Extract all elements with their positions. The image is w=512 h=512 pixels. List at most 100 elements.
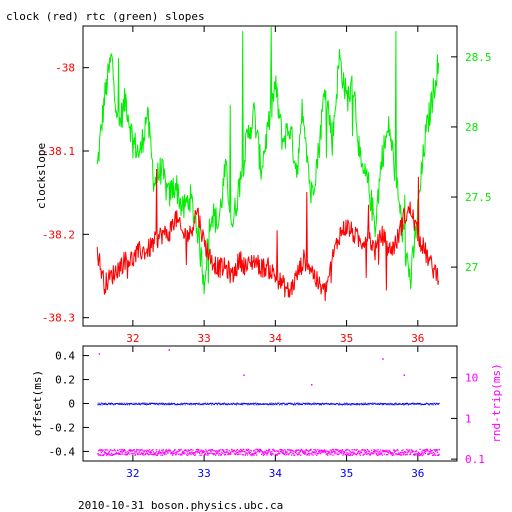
rnd-trip-point (413, 453, 415, 455)
rnd-trip-point (116, 453, 118, 455)
offset-point (405, 402, 407, 404)
rnd-trip-point (263, 453, 265, 455)
offset-point (290, 403, 292, 405)
offset-point (137, 403, 139, 405)
rnd-trip-point (327, 450, 330, 453)
offset-point (366, 404, 368, 406)
offset-point (330, 403, 332, 405)
rnd-trip-point (106, 453, 109, 455)
offset-point (99, 402, 101, 404)
offset-point (361, 402, 363, 404)
offset-point (240, 402, 242, 404)
rnd-trip-point (354, 449, 356, 451)
rnd-trip-point (359, 454, 362, 456)
offset-point (318, 403, 320, 405)
rnd-trip-point (386, 451, 389, 453)
offset-point (432, 404, 434, 406)
rnd-trip-point (397, 449, 399, 452)
rnd-trip-point (423, 449, 425, 452)
rnd-trip-point (158, 450, 160, 453)
rnd-trip-point (129, 453, 131, 455)
rnd-trip-point (291, 454, 293, 456)
offset-point (320, 403, 322, 405)
series-layer (96, 26, 441, 457)
rnd-trip-point (120, 453, 122, 455)
rnd-trip-point (219, 449, 221, 451)
offset-point (180, 402, 182, 404)
offset-point (235, 403, 237, 405)
rnd-trip-point (200, 449, 202, 451)
offset-point (355, 404, 357, 406)
rnd-trip-point (359, 452, 361, 455)
offset-point (181, 403, 183, 405)
rnd-trip-point (196, 451, 198, 453)
offset-point (275, 402, 277, 404)
rnd-trip-point (125, 452, 127, 454)
rnd-trip-point (211, 449, 214, 451)
offset-point (168, 404, 170, 406)
offset-point (205, 402, 207, 404)
rnd-trip-point (182, 451, 184, 454)
offset-point (181, 404, 183, 406)
rnd-trip-point (280, 450, 282, 452)
offset-point (127, 404, 129, 406)
rnd-trip-point (409, 453, 412, 455)
rnd-trip-point (365, 452, 367, 454)
offset-point (145, 403, 147, 405)
offset-point (413, 402, 415, 404)
rnd-trip-point (299, 449, 301, 452)
offset-point (357, 403, 359, 405)
rnd-trip-point (255, 448, 257, 451)
offset-point (361, 404, 363, 406)
rnd-trip-point (352, 451, 354, 453)
rnd-trip-point (260, 449, 262, 452)
rnd-trip-point (159, 451, 162, 454)
rnd-trip-point (341, 452, 343, 454)
rnd-trip-point (332, 454, 334, 456)
rnd-trip-point (358, 450, 360, 452)
rnd-trip-point (197, 451, 199, 454)
y-tick-label: -38 (55, 62, 75, 75)
rnd-trip-point (171, 453, 174, 455)
rnd-trip-point (392, 449, 395, 451)
offset-point (157, 403, 159, 405)
rnd-trip-point (130, 449, 132, 451)
offset-point (144, 403, 146, 405)
offset-point (420, 403, 422, 405)
offset-point (184, 402, 186, 404)
rnd-trip-point (155, 449, 158, 451)
rnd-trip-point (338, 453, 340, 455)
offset-point (119, 404, 121, 406)
offset-point (293, 403, 295, 405)
offset-point (108, 402, 110, 404)
rnd-trip-point (234, 453, 236, 455)
y-tick-label: 27.5 (465, 191, 492, 204)
offset-point (141, 403, 143, 405)
rnd-trip-point (400, 454, 403, 456)
offset-point (293, 404, 295, 406)
offset-point (285, 403, 287, 405)
offset-point (411, 403, 413, 405)
offset-point (417, 403, 419, 405)
offset-point (118, 403, 120, 405)
rnd-trip-point (418, 452, 420, 455)
offset-point (133, 403, 135, 405)
rnd-trip-point (177, 450, 179, 453)
offset-point (130, 402, 132, 404)
rnd-trip-point (189, 449, 192, 451)
offset-point (139, 402, 141, 404)
rnd-trip-point (246, 449, 248, 452)
rnd-trip-point (196, 448, 199, 451)
rnd-trip-point (136, 448, 138, 451)
rnd-trip-point (420, 452, 423, 454)
rnd-trip-point (355, 453, 357, 455)
rnd-trip-point (308, 449, 310, 452)
rnd-trip-point (334, 451, 337, 453)
offset-point (216, 403, 218, 405)
rnd-trip-point (140, 452, 143, 454)
offset-point (398, 403, 400, 405)
rnd-trip-point (113, 453, 115, 455)
offset-point (383, 404, 385, 406)
rnd-trip-point (410, 451, 412, 453)
y-tick-label: -38.2 (42, 228, 75, 241)
